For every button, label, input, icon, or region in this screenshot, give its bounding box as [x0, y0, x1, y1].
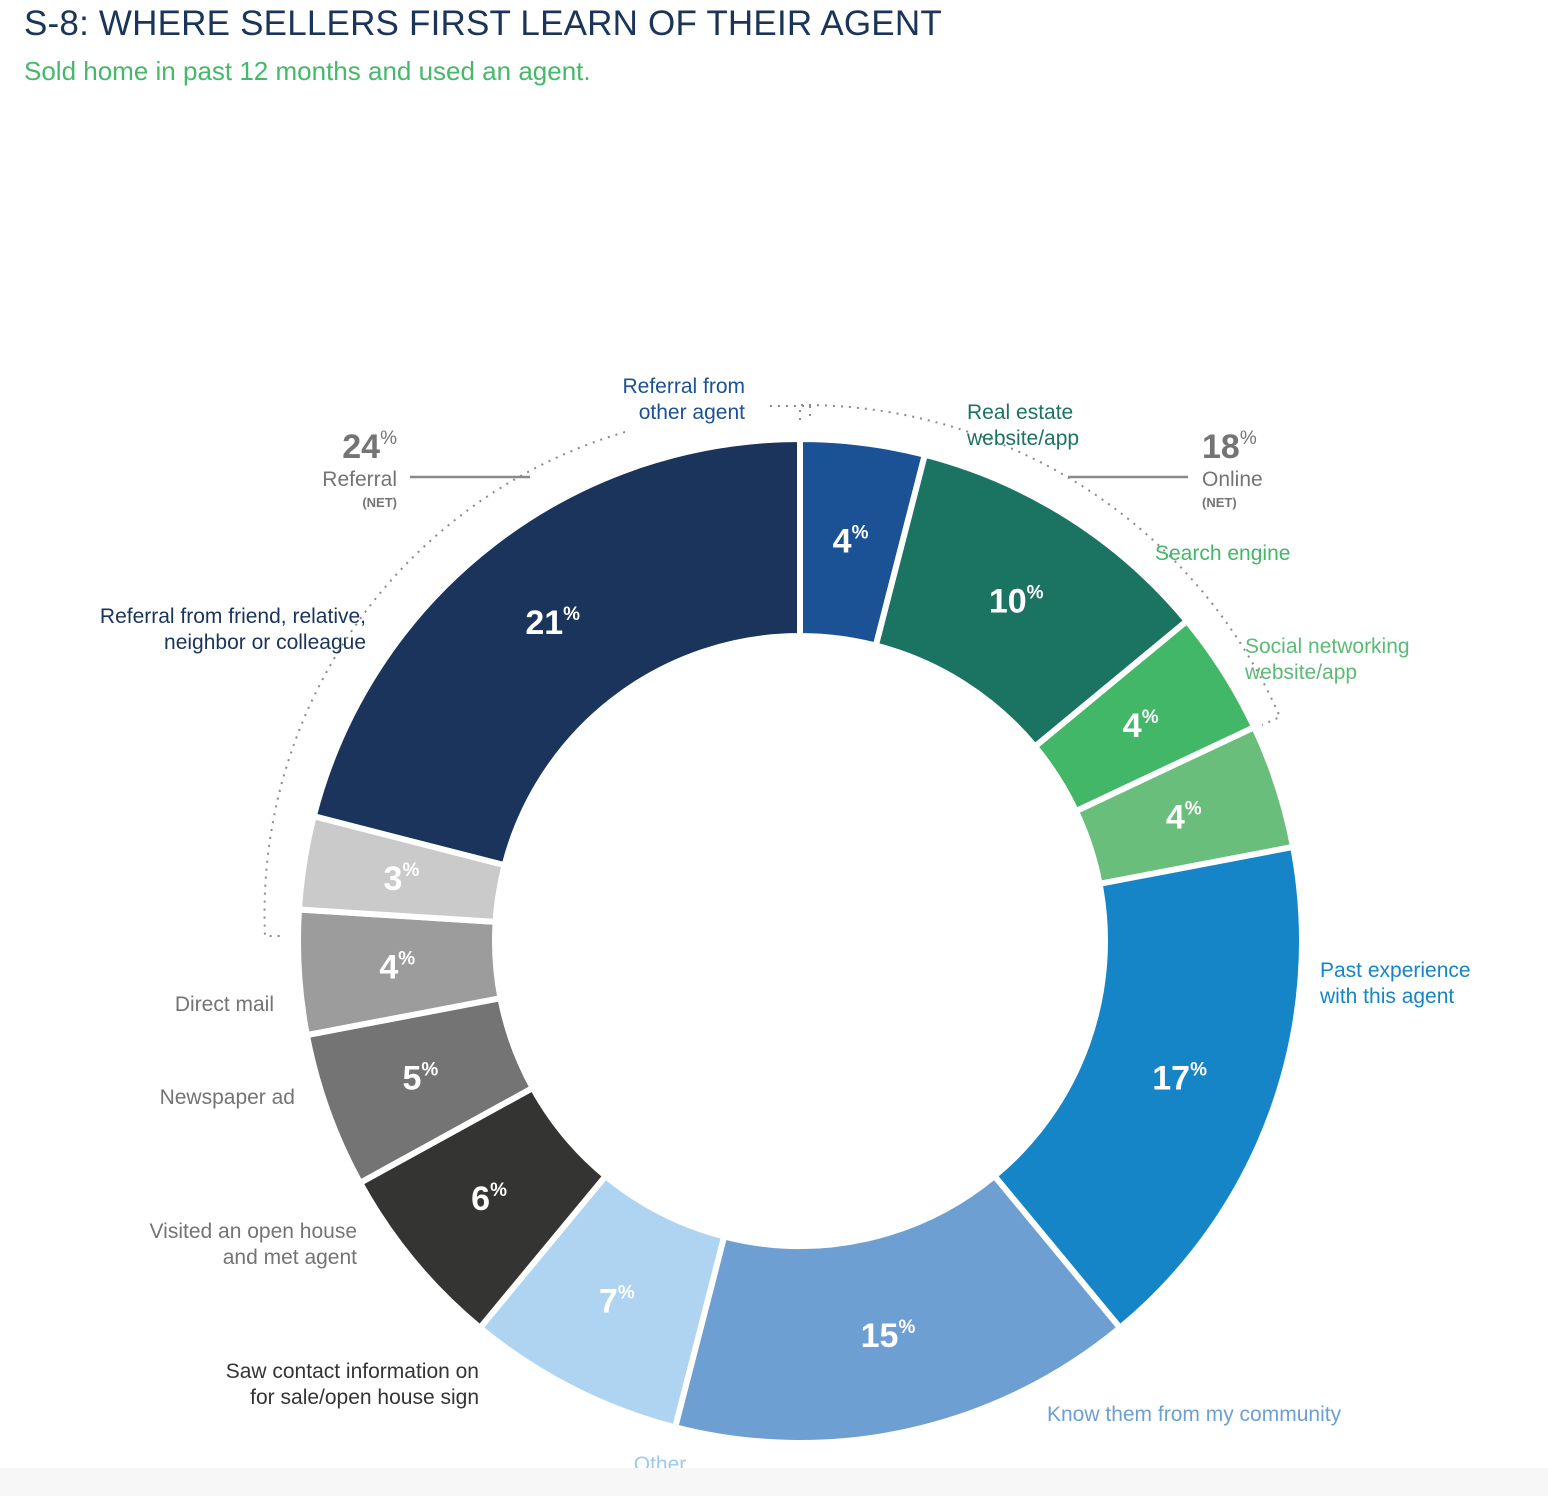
slice-unit: % [1027, 582, 1044, 603]
net-group-connectors [263, 403, 1282, 937]
slice-value: 4 [1123, 707, 1142, 745]
slice-value-label: 17% [1152, 1060, 1207, 1098]
slice-label-line: Real estate [967, 401, 1073, 424]
slice-value: 5 [402, 1060, 421, 1098]
chart-title: S-8: WHERE SELLERS FIRST LEARN OF THEIR … [24, 4, 942, 43]
slice-5 [671, 1171, 1125, 1447]
slice-unit: % [852, 523, 869, 544]
slice-value-label: 10% [989, 582, 1044, 620]
net-group-sub: (NET) [362, 495, 397, 510]
slice-unit: % [563, 604, 580, 625]
slice-value: 15 [861, 1317, 899, 1355]
slice-label-line: Social networking [1245, 635, 1410, 658]
slice-category-label: Past experience with this agent [1319, 959, 1471, 1008]
slice-label-line: Saw contact information on [226, 1360, 479, 1383]
slice-value-label: 7% [599, 1283, 635, 1321]
slice-4 [990, 843, 1305, 1333]
slice-category-label: Direct mail [175, 993, 274, 1016]
net-group-labels: 24%Referral(NET)18%Online(NET) [322, 428, 1262, 510]
slice-value: 21 [525, 604, 563, 642]
slice-category-label: Referral from other agent [622, 375, 745, 424]
slice-category-label: Saw contact information on for sale/open … [226, 1360, 479, 1409]
slice-label-line: Past experience [1320, 959, 1471, 982]
slice-unit: % [490, 1180, 507, 1201]
slice-label-line: Know them from my community [1047, 1403, 1342, 1426]
donut-slices [295, 435, 1305, 1447]
slice-value-label: 4% [1166, 798, 1202, 836]
slice-value: 10 [989, 582, 1027, 620]
slice-category-labels: Referral from other agent Real estate websi… [100, 375, 1471, 1476]
slice-label-line: with this agent [1319, 985, 1454, 1008]
slice-category-label: Visited an open house and met agent [150, 1220, 358, 1269]
slice-value: 6 [471, 1180, 490, 1218]
net-unit: % [380, 428, 397, 449]
net-group-value: 24% [342, 428, 397, 466]
slice-category-label: Real estate website/app [966, 401, 1079, 450]
slice-value-label: 4% [379, 948, 415, 986]
slice-value-label: 5% [402, 1060, 438, 1098]
slice-category-label: Referral from friend, relative, neighbor … [100, 605, 366, 654]
slice-value: 3 [384, 860, 403, 898]
slice-label-line: Direct mail [175, 993, 274, 1016]
slice-unit: % [398, 948, 415, 969]
slice-unit: % [402, 860, 419, 881]
slice-value: 17 [1152, 1060, 1190, 1098]
net-value: 24 [342, 428, 380, 466]
slice-unit: % [1142, 707, 1159, 728]
slice-label-line: neighbor or colleague [164, 631, 366, 654]
online-net-bracket [799, 403, 1282, 726]
slice-value-label: 15% [861, 1317, 916, 1355]
slice-category-label: Know them from my community [1047, 1403, 1342, 1426]
slice-value: 4 [1166, 798, 1185, 836]
slice-label-line: Visited an open house [150, 1220, 357, 1243]
slice-category-label: Search engine [1155, 542, 1290, 565]
slice-unit: % [1190, 1060, 1207, 1081]
footer-band [0, 1468, 1548, 1496]
net-group-label: Referral [322, 468, 397, 491]
slice-category-label: Newspaper ad [160, 1086, 295, 1109]
slice-label-line: Referral from [622, 375, 745, 398]
net-group-label: Online [1202, 468, 1263, 491]
slice-label-line: Referral from friend, relative, [100, 605, 366, 628]
slice-label-line: for sale/open house sign [250, 1386, 479, 1409]
slice-value-label: 6% [471, 1180, 507, 1218]
net-group-value: 18% [1202, 428, 1257, 466]
slice-value-label: 4% [1123, 707, 1159, 745]
slice-label-line: Search engine [1155, 542, 1290, 565]
slice-value-labels: 4%10%4%4%17%15%7%6%5%4%3%21% [379, 523, 1207, 1355]
slice-unit: % [421, 1060, 438, 1081]
chart-subtitle: Sold home in past 12 months and used an … [24, 56, 591, 86]
slice-11 [310, 435, 803, 869]
referral-other-agent-bracket [770, 405, 811, 422]
slice-value: 7 [599, 1283, 618, 1321]
slice-label-line: other agent [639, 401, 745, 424]
slice-label-line: and met agent [223, 1246, 357, 1269]
slice-label-line: website/app [1244, 661, 1357, 684]
slice-value-label: 3% [384, 860, 420, 898]
slice-unit: % [618, 1283, 635, 1304]
slice-unit: % [1185, 798, 1202, 819]
slice-label-line: Newspaper ad [160, 1086, 295, 1109]
slice-value: 4 [833, 523, 852, 561]
net-unit: % [1240, 428, 1257, 449]
slice-unit: % [898, 1317, 915, 1338]
net-value: 18 [1202, 428, 1240, 466]
slice-value: 4 [379, 948, 398, 986]
slice-label-line: website/app [966, 427, 1079, 450]
slice-value-label: 4% [833, 523, 869, 561]
net-group-sub: (NET) [1202, 495, 1237, 510]
slice-value-label: 21% [525, 604, 580, 642]
slice-category-label: Social networking website/app [1244, 635, 1410, 684]
